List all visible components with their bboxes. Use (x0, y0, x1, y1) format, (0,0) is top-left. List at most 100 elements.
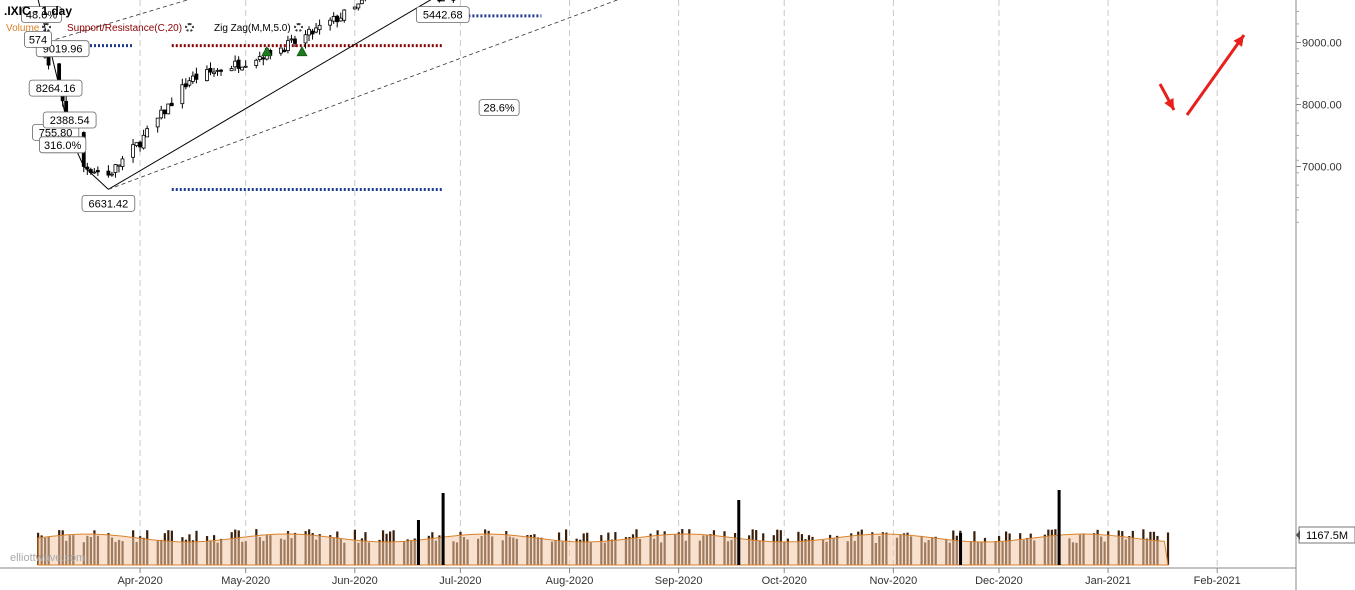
zigzag-change-label-box (28, 79, 83, 97)
candle-body (317, 24, 322, 31)
candle-body (356, 3, 361, 9)
candle-body (205, 69, 209, 82)
candle-body (314, 27, 318, 33)
candle-body (342, 9, 347, 21)
x-tick-label: Apr-2020 (117, 575, 162, 587)
signal-triangle (296, 46, 308, 57)
candle-body (155, 117, 160, 128)
candle-body (92, 171, 97, 174)
last-volume-tag: 1167.5M (1306, 530, 1348, 542)
zigzag-pivot-label: 6631.42 (89, 198, 129, 210)
zigzag-change-label-box (42, 111, 97, 129)
volume-spike (441, 493, 445, 565)
x-tick-label: Aug-2020 (546, 575, 594, 587)
candle-body (183, 83, 188, 88)
candle-body (282, 49, 287, 53)
zigzag-and-channel-lines (37, 0, 619, 190)
candle-body (46, 55, 51, 66)
forecast-arrowhead (1233, 35, 1244, 47)
candle-body (286, 40, 290, 51)
candle-body (120, 158, 125, 167)
indicator-zigzag-label: Zig Zag(M,M,5.0) (214, 23, 291, 34)
volume-spike (1057, 490, 1061, 565)
candle-body (215, 69, 220, 72)
candle-body (131, 144, 135, 158)
volume-spike (737, 500, 741, 565)
volume-pane (37, 490, 1170, 566)
volume-spike (416, 520, 420, 565)
indicator-volume-label: Volume (6, 23, 40, 34)
chart-title: .IXIC - 1 day (4, 4, 73, 18)
candle-body (162, 109, 167, 115)
y-tick-label: 9000.00 (1302, 38, 1342, 50)
candle-body (187, 80, 192, 86)
candle-body (437, 0, 442, 2)
zigzag-change-label: 2388.54 (50, 115, 90, 127)
candle-body (229, 68, 234, 72)
x-tick-label: Nov-2020 (870, 575, 918, 587)
candle-body (95, 170, 100, 173)
candle-body (352, 6, 357, 10)
x-tick-label: Jun-2020 (332, 575, 378, 587)
candle-body (180, 84, 185, 105)
forecast-arrow-shaft (1185, 34, 1246, 116)
y-tick-label: 8000.00 (1302, 100, 1342, 112)
candle-body (113, 164, 118, 173)
volume-average-area (37, 533, 1169, 566)
zigzag-change-label: 316.0% (44, 140, 82, 152)
x-tick-label: May-2020 (221, 575, 270, 587)
zigzag-change-label: 755.80 (39, 127, 73, 139)
watermark: elliottwave.com (10, 552, 86, 564)
volume-spike (959, 533, 963, 565)
x-tick-label: Dec-2020 (975, 575, 1023, 587)
signal-triangle (261, 46, 273, 57)
indicator-support-resistance[interactable]: Support/Resistance(C,20) (67, 23, 195, 34)
settings-gear-icon[interactable] (185, 23, 195, 32)
candle-body (194, 73, 199, 80)
candle-body (208, 67, 213, 73)
x-tick-label: Sep-2020 (655, 575, 703, 587)
candle-body (289, 38, 294, 41)
candle-body (328, 19, 333, 26)
support-resistance-lines (38, 14, 542, 191)
candle-body (303, 34, 308, 44)
candle-body (169, 102, 174, 107)
zigzag-change-label: 8264.16 (36, 83, 76, 95)
candle-body (117, 164, 121, 167)
zigzag-change-label-box (23, 30, 53, 48)
candle-body (134, 142, 139, 147)
candle-body (110, 173, 114, 176)
channel-percent-label-box (478, 99, 520, 116)
zigzag-change-label: 9019.96 (43, 44, 83, 56)
x-tick-label: Jan-2021 (1085, 575, 1131, 587)
indicator-zigzag[interactable]: Zig Zag(M,M,5.0) (214, 23, 303, 34)
candle-body (236, 59, 241, 69)
indicator-volume[interactable]: Volume (6, 23, 52, 34)
forecast-arrows (1158, 34, 1246, 116)
candle-body (257, 56, 262, 60)
candle-body (359, 0, 364, 5)
candle-body (138, 141, 142, 148)
candle-body (145, 128, 150, 138)
zigzag-change-label: 5442.68 (423, 10, 463, 22)
candle-body (307, 28, 311, 36)
x-tick-label: Feb-2021 (1194, 575, 1241, 587)
candle-body (88, 169, 93, 173)
candle-body (254, 59, 259, 66)
candle-body (219, 69, 223, 72)
volume-bar (1166, 532, 1170, 565)
zigzag-change-label: 48.0% (26, 10, 57, 22)
zigzag-pivot-label-box (81, 194, 136, 212)
channel-line (108, 0, 619, 190)
candle-body (166, 103, 171, 115)
candle-body (159, 109, 164, 119)
forecast-arrowhead (1164, 98, 1174, 110)
settings-gear-icon[interactable] (42, 23, 52, 32)
settings-gear-icon[interactable] (293, 23, 303, 32)
candle-body (293, 38, 297, 44)
candle-body (261, 57, 266, 60)
candle-body (141, 134, 146, 149)
y-tick-label: 7000.00 (1302, 162, 1342, 174)
zigzag-change-label-box (415, 6, 470, 23)
